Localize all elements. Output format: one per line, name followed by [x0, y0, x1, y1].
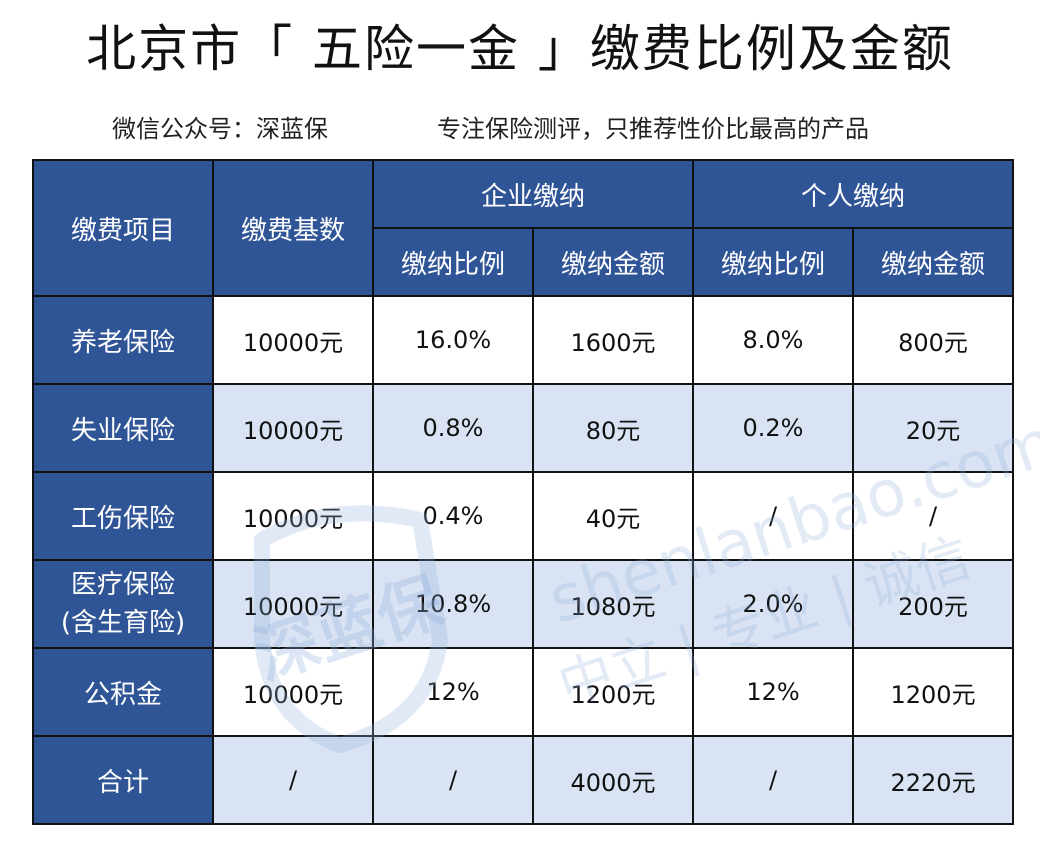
cell-personal-amount: 1200元 [852, 647, 1015, 737]
cell-personal-ratio: / [692, 471, 855, 561]
cell-company-amount: 4000元 [531, 735, 695, 825]
header-company-amount: 缴纳金额 [531, 227, 695, 297]
row-label: 失业保险 [32, 383, 214, 473]
cell-company-amount: 1080元 [531, 559, 695, 649]
cell-personal-amount: 2220元 [852, 735, 1015, 825]
row-label-line1: 医疗保险 [70, 570, 175, 600]
cell-base: 10000元 [212, 383, 374, 473]
header-personal-amount: 缴纳金额 [852, 227, 1015, 297]
cell-company-ratio: 16.0% [372, 295, 534, 385]
page-title: 北京市「 五险一金 」缴费比例及金额 [86, 20, 954, 78]
cell-company-amount: 1600元 [531, 295, 695, 385]
cell-company-ratio: 0.4% [372, 471, 534, 561]
cell-base: 10000元 [212, 295, 374, 385]
subtitle-account: 微信公众号：深蓝保 [112, 115, 328, 143]
table-row: 医疗保险 (含生育险) 10000元 10.8% 1080元 2.0% 200元 [32, 559, 1015, 649]
table-row: 工伤保险 10000元 0.4% 40元 / / [32, 471, 1015, 561]
cell-personal-ratio: 8.0% [692, 295, 855, 385]
cell-personal-ratio: 12% [692, 647, 855, 737]
cell-company-ratio: / [372, 735, 534, 825]
cell-base: / [212, 735, 374, 825]
cell-personal-ratio: 2.0% [692, 559, 855, 649]
header-base: 缴费基数 [212, 159, 374, 297]
table-row: 养老保险 10000元 16.0% 1600元 8.0% 800元 [32, 295, 1015, 385]
row-label: 养老保险 [32, 295, 214, 385]
row-label: 合计 [32, 735, 214, 825]
table-row-total: 合计 / / 4000元 / 2220元 [32, 735, 1015, 825]
header-personal-ratio: 缴纳比例 [692, 227, 855, 297]
row-label: 医疗保险 (含生育险) [32, 559, 214, 649]
subtitle-slogan: 专注保险测评，只推荐性价比最高的产品 [437, 115, 869, 143]
header-item: 缴费项目 [32, 159, 214, 297]
cell-personal-ratio: 0.2% [692, 383, 855, 473]
cell-personal-amount: 800元 [852, 295, 1015, 385]
header-personal: 个人缴纳 [692, 159, 1015, 229]
cell-company-amount: 80元 [531, 383, 695, 473]
cell-company-ratio: 12% [372, 647, 534, 737]
row-label: 工伤保险 [32, 471, 214, 561]
cell-company-amount: 1200元 [531, 647, 695, 737]
header-company-ratio: 缴纳比例 [372, 227, 534, 297]
contribution-table: 缴费项目 缴费基数 企业缴纳 个人缴纳 缴纳比例 缴纳金额 缴纳比例 缴纳金额 … [32, 159, 1015, 825]
cell-company-ratio: 0.8% [372, 383, 534, 473]
cell-personal-amount: / [852, 471, 1015, 561]
cell-base: 10000元 [212, 559, 374, 649]
header-company: 企业缴纳 [371, 159, 695, 229]
cell-personal-amount: 20元 [852, 383, 1015, 473]
row-label-line2: (含生育险) [60, 608, 186, 638]
table-row: 失业保险 10000元 0.8% 80元 0.2% 20元 [32, 383, 1015, 473]
cell-company-ratio: 10.8% [372, 559, 534, 649]
cell-base: 10000元 [212, 471, 374, 561]
cell-personal-amount: 200元 [852, 559, 1015, 649]
row-label: 公积金 [32, 647, 214, 737]
cell-base: 10000元 [212, 647, 374, 737]
cell-personal-ratio: / [692, 735, 855, 825]
table-row: 公积金 10000元 12% 1200元 12% 1200元 [32, 647, 1015, 737]
cell-company-amount: 40元 [531, 471, 695, 561]
